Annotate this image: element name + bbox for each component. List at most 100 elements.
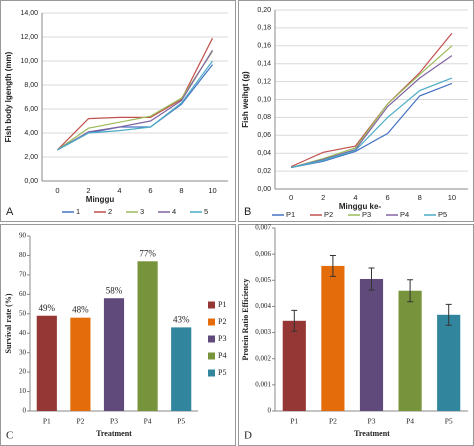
x-tick-label: 10 (448, 193, 456, 202)
line (57, 37, 214, 151)
legend-label: P1 (286, 210, 295, 219)
y-tick-label: 0,16 (257, 43, 271, 50)
data-label: 48% (72, 305, 89, 315)
y-tick-label: 90 (19, 232, 27, 240)
y-tick-label: 0,003 (255, 328, 271, 336)
bar (398, 290, 422, 411)
panel-letter: D (244, 430, 252, 442)
x-tick-label: P4 (144, 417, 152, 426)
y-tick-label: 70 (19, 270, 27, 278)
y-tick-label: 0,007 (255, 224, 271, 232)
data-label: 58% (106, 285, 123, 295)
bar (437, 314, 461, 411)
y-axis-label: Fish weihgt (g) (241, 71, 250, 128)
legend-swatch (208, 352, 215, 360)
line (290, 55, 453, 169)
x-tick-label: P1 (290, 417, 298, 426)
bar (70, 317, 91, 411)
bar (137, 261, 158, 411)
error-bar (368, 267, 375, 291)
y-tick-label: 50 (19, 309, 27, 317)
y-tick-label: 0,06 (257, 132, 271, 139)
y-tick-label: 6,00 (24, 106, 38, 113)
y-tick-label: 0,18 (257, 25, 271, 32)
x-tick-label: 0 (55, 186, 59, 195)
y-tick-label: 0,002 (255, 354, 271, 362)
line (290, 77, 453, 169)
x-tick-label: P2 (76, 417, 84, 426)
y-tick-label: 0,004 (255, 302, 271, 310)
x-tick-label: 4 (117, 186, 121, 195)
y-tick-label: 0,14 (257, 61, 271, 68)
x-tick-label: 10 (208, 186, 216, 195)
y-tick-label: 0,12 (257, 78, 271, 85)
legend-label: P2 (324, 210, 333, 219)
y-tick-label: 10 (19, 387, 27, 395)
panel-frame (238, 0, 474, 222)
y-tick-label: 0,04 (257, 150, 271, 157)
x-tick-label: P1 (43, 417, 51, 426)
x-tick-label: P5 (177, 417, 185, 426)
y-axis-label: Fish body lgength (mm) (4, 51, 13, 142)
line (290, 82, 453, 169)
data-label: 49% (39, 303, 56, 313)
bar (103, 298, 125, 411)
data-label: 43% (173, 314, 190, 324)
legend-label: P5 (218, 368, 226, 377)
legend-swatch (208, 335, 215, 343)
y-axis-label: Survival rate (%) (4, 293, 13, 353)
legend-label: 5 (204, 207, 208, 216)
legend-label: 3 (140, 207, 144, 216)
legend-label: 1 (76, 207, 80, 216)
y-tick-label: 0,10 (257, 96, 271, 103)
y-tick-label: 0,006 (255, 250, 271, 258)
y-tick-label: 0,02 (257, 168, 271, 175)
y-tick-label: 0,00 (24, 178, 38, 185)
legend-label: P4 (400, 210, 409, 219)
legend-swatch (208, 369, 215, 377)
bar (321, 265, 345, 411)
x-tick-label: P3 (368, 417, 376, 426)
x-tick-label: 4 (353, 193, 357, 202)
x-tick-label: 6 (385, 193, 389, 202)
error-bar (407, 279, 414, 303)
y-tick-label: 0 (23, 407, 27, 415)
x-axis-label: Treatment (354, 429, 390, 438)
line (57, 51, 214, 151)
y-tick-label: 0,20 (257, 7, 271, 14)
error-bar (291, 309, 298, 332)
y-tick-label: 80 (19, 251, 27, 259)
legend-swatch (208, 301, 215, 309)
panel-letter: B (244, 206, 251, 218)
x-tick-label: P3 (110, 417, 118, 426)
y-tick-label: 10,00 (20, 58, 38, 65)
y-tick-label: 4,00 (24, 130, 38, 137)
y-tick-label: 14,00 (20, 10, 38, 17)
legend-label: P5 (438, 210, 447, 219)
x-tick-label: 8 (418, 193, 422, 202)
line (57, 60, 213, 151)
legend-label: P4 (218, 351, 226, 360)
y-tick-label: 30 (19, 348, 27, 356)
x-tick-label: 2 (321, 193, 325, 202)
y-tick-label: 2,00 (24, 154, 38, 161)
x-tick-label: 2 (86, 186, 90, 195)
panel: C 0 10 20 30 40 50 60 70 80 90 P1 P2 P3 P4 P5 Treatment S… (4, 232, 227, 442)
y-tick-label: 12,00 (20, 34, 38, 41)
y-tick-label: 0,00 (257, 186, 271, 193)
panel: A 0,00 2,00 4,00 6,00 8,00 10,00 12,00 14,00 0 2 4 6… (4, 10, 228, 218)
y-tick-label: 0 (268, 407, 272, 415)
legend-label: P3 (362, 210, 371, 219)
line (290, 45, 453, 169)
y-tick-label: 60 (19, 290, 27, 298)
bar (359, 278, 384, 411)
data-label: 77% (139, 248, 156, 258)
legend-label: 4 (172, 207, 176, 216)
legend-label: P3 (218, 334, 226, 343)
y-tick-label: 0,08 (257, 114, 271, 121)
x-tick-label: 6 (148, 186, 152, 195)
error-bar (445, 303, 452, 326)
panel: D 0 0,001 0,002 0,003 0,004 0,005 0,006 0,007 P1 P… (241, 224, 468, 442)
x-tick-label: 8 (179, 186, 183, 195)
